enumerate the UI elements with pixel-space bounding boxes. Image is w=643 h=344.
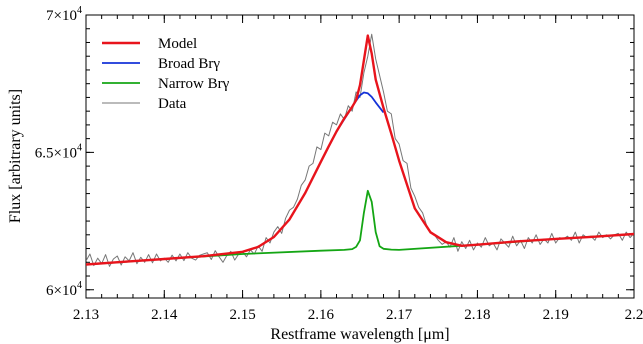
x-tick-label: 2.13 — [73, 307, 99, 323]
x-tick-label: 2.14 — [151, 307, 178, 323]
y-tick-label: 7×104 — [46, 5, 82, 24]
tick-labels: 2.13 2.14 2.15 2.16 2.17 2.18 2.19 2.2 6×104 6.5×… — [35, 5, 643, 323]
legend-label: Narrow Brγ — [158, 76, 230, 92]
x-tick-label: 2.19 — [543, 307, 569, 323]
series-line-1 — [304, 91, 385, 194]
x-tick-label: 2.17 — [386, 307, 413, 323]
legend-label: Model — [158, 36, 197, 52]
legend: Model Broad Brγ Narrow Brγ Data — [102, 36, 230, 112]
series-layer — [86, 33, 634, 267]
plot-frame — [85, 14, 635, 299]
x-tick-label: 2.16 — [308, 307, 335, 323]
x-axis-label: Restframe wavelength [μm] — [270, 326, 449, 343]
y-tick-label: 6×104 — [46, 280, 82, 299]
series-line-2 — [86, 189, 634, 266]
axis-ticks — [85, 14, 635, 298]
series-line-0 — [86, 34, 634, 266]
y-axis-label: Flux [arbitrary units] — [7, 89, 24, 223]
legend-label: Data — [158, 96, 187, 112]
x-tick-label: 2.15 — [229, 307, 255, 323]
y-tick-label: 6.5×104 — [35, 142, 82, 161]
legend-label: Broad Brγ — [158, 56, 220, 72]
x-tick-label: 2.18 — [464, 307, 490, 323]
x-tick-label: 2.2 — [625, 307, 643, 323]
